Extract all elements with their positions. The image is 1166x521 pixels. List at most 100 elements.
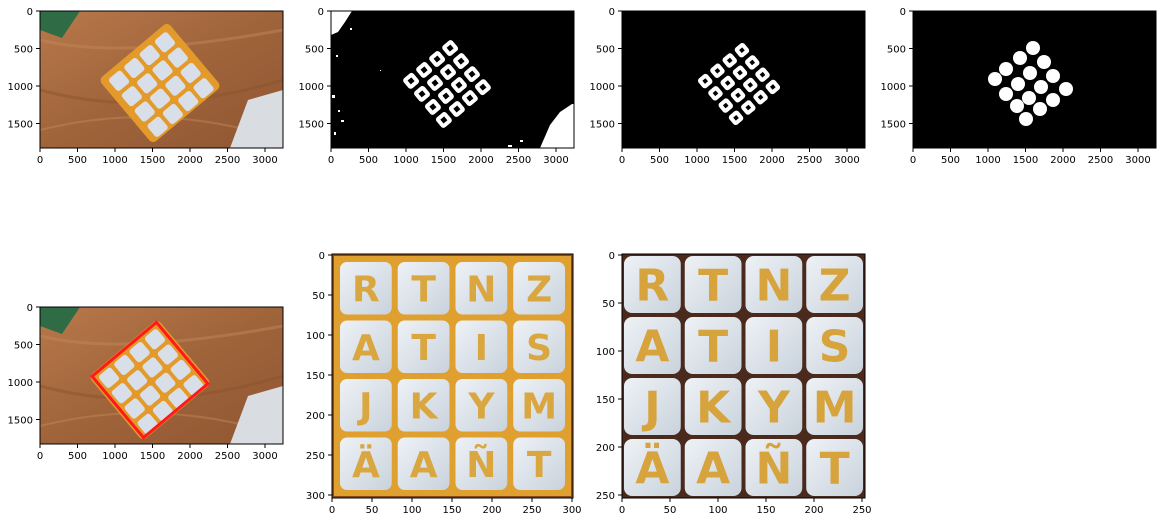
tick-label: 1500: [140, 451, 165, 462]
tick-label: 200: [804, 505, 823, 516]
warped-die: [745, 439, 803, 496]
tick-label: 100: [596, 347, 615, 358]
panel6-x-axis: 0 50 100 150 200 250 300: [329, 498, 582, 516]
tick-label: 1500: [8, 416, 33, 427]
tick-label: 100: [306, 331, 325, 342]
tick-label: 1000: [102, 155, 127, 166]
tick-label: 250: [306, 451, 325, 462]
panel-threshold-mask: 0 500 1000 1500 2000 2500 3000 0 500 100…: [299, 7, 575, 166]
panel-filtered-dice-mask: 0 500 1000 1500 2000 2500 3000 0 500 100…: [590, 7, 866, 166]
tick-label: 500: [14, 341, 33, 352]
warped-die: [806, 256, 863, 313]
tick-label: 1000: [8, 82, 33, 93]
tray-die-letter: R: [352, 269, 380, 310]
tick-label: 1000: [393, 155, 418, 166]
tray-die: [340, 437, 392, 490]
tick-label: 1500: [881, 120, 906, 131]
warped-die-letter: A: [696, 444, 730, 495]
warped-die-letter: A: [635, 322, 669, 373]
panel-warped-tray: R T N ZA T I SJ K Y MÄ A Ñ T 0 50 100 150 200 250 30…: [306, 251, 582, 516]
tick-label: 2500: [506, 155, 531, 166]
tray-die-letter: T: [411, 328, 436, 369]
panel4-y-axis: 0 500 1000 1500: [881, 7, 913, 131]
tick-label: 1500: [722, 155, 747, 166]
tray-die-letter: A: [410, 445, 438, 486]
tick-label: 1000: [684, 155, 709, 166]
tick-label: 3000: [252, 155, 277, 166]
tick-label: 100: [708, 505, 727, 516]
tray-die: [513, 320, 565, 373]
panel6-y-axis: 0 50 100 150 200 250 300: [306, 251, 332, 502]
tray-die: [397, 437, 450, 490]
tray-grid: R T N ZA T I SJ K Y MÄ A Ñ T: [334, 256, 571, 496]
tick-label: 0: [329, 505, 335, 516]
tick-label: 2500: [215, 155, 240, 166]
tick-label: 2500: [797, 155, 822, 166]
warped-die-letter: M: [813, 383, 857, 434]
warped-die: [624, 439, 681, 496]
warped-die-letter: I: [766, 322, 782, 373]
tick-label: 500: [359, 155, 378, 166]
warped-die: [624, 378, 681, 435]
panel-blob-mask: 0 500 1000 1500 2000 2500 3000 0 500 100…: [881, 7, 1157, 166]
panel7-x-axis: 0 50 100 150 200 250: [619, 498, 872, 516]
tick-label: 0: [328, 155, 334, 166]
tick-label: 2500: [215, 451, 240, 462]
tick-label: 3000: [543, 155, 568, 166]
panel-warped-dice: R T N ZA T I SJ K Y MÄ A Ñ T 0 50 100 150 200 250 0 …: [596, 251, 872, 516]
tick-label: 200: [306, 411, 325, 422]
warped-die-letter: Ä: [635, 442, 669, 495]
warped-die-letter: J: [641, 383, 660, 434]
tray-die: [397, 379, 450, 432]
warped-die-letter: S: [819, 322, 851, 373]
tick-label: 200: [596, 443, 615, 454]
tray-die: [513, 437, 565, 490]
warped-die-letter: T: [698, 322, 728, 373]
tick-label: 2000: [1050, 155, 1075, 166]
tick-label: 0: [319, 251, 325, 262]
tick-label: 3000: [834, 155, 859, 166]
tick-label: 500: [68, 155, 87, 166]
panel5-y-axis: 0 500 1000 1500: [8, 303, 40, 427]
tick-label: 500: [14, 45, 33, 56]
tick-label: 0: [619, 505, 625, 516]
tray-die-letter: Ä: [352, 444, 380, 486]
panel-detected-grid-outline: 0 500 1000 1500 2000 2500 3000 0 500 100…: [8, 303, 284, 462]
tray-die-letter: M: [521, 386, 557, 427]
tray-die: [455, 379, 508, 432]
tick-label: 2000: [177, 155, 202, 166]
warped-die: [806, 439, 863, 496]
tick-label: 300: [306, 491, 325, 502]
dice-grid: R T N ZA T I SJ K Y MÄ A Ñ T: [624, 256, 863, 496]
tick-label: 0: [609, 251, 615, 262]
tick-label: 1000: [590, 82, 615, 93]
tick-label: 1000: [102, 451, 127, 462]
tick-label: 50: [664, 505, 677, 516]
panel1-x-axis: 0 500 1000 1500 2000 2500 3000: [37, 148, 278, 166]
warped-die: [745, 317, 803, 374]
warped-die: [745, 256, 803, 313]
tick-label: 100: [402, 505, 421, 516]
tick-label: 150: [442, 505, 461, 516]
tick-label: 1500: [590, 120, 615, 131]
tick-label: 0: [27, 7, 33, 18]
tick-label: 150: [596, 395, 615, 406]
tick-label: 1500: [431, 155, 456, 166]
tick-label: 2000: [468, 155, 493, 166]
tick-label: 250: [522, 505, 541, 516]
tick-label: 1000: [299, 82, 324, 93]
tray-die: [340, 320, 392, 373]
warped-die: [806, 317, 863, 374]
tick-label: 50: [312, 291, 325, 302]
warped-die-letter: Z: [819, 261, 851, 312]
warped-die: [624, 317, 681, 374]
tick-label: 50: [366, 505, 379, 516]
tick-label: 250: [596, 491, 615, 502]
tick-label: 500: [68, 451, 87, 462]
tray-die-letter: J: [356, 386, 372, 427]
warped-die-letter: K: [696, 383, 732, 434]
tray-die-letter: Z: [526, 269, 552, 310]
tick-label: 1500: [140, 155, 165, 166]
warped-die-letter: T: [820, 444, 850, 495]
